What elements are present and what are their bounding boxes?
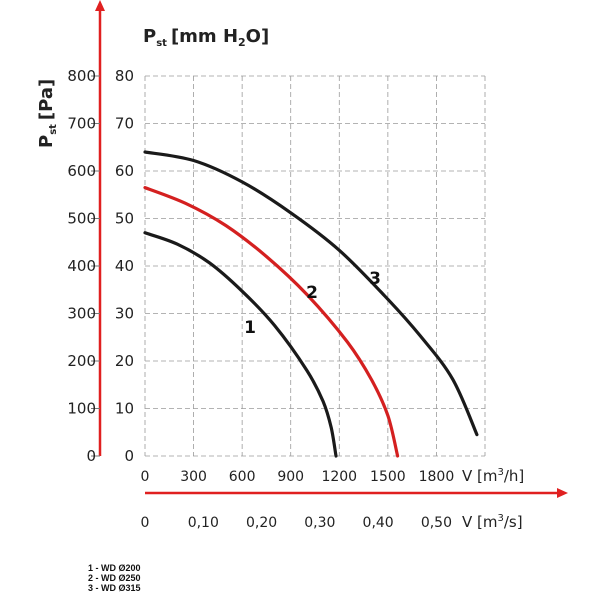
legend-item-1: 1 - WD Ø200 [88, 563, 141, 573]
curve-label-3: 3 [369, 269, 381, 289]
y-tick-label-pa: 800 [67, 67, 96, 85]
y-tick-label-pa: 700 [67, 115, 96, 133]
x-tick-label-m3h: 1500 [370, 469, 406, 485]
x-tick-label-m3h: 0 [141, 469, 150, 485]
curve-label-2: 2 [306, 283, 318, 303]
y-tick-label-mmh2o: 70 [115, 115, 134, 133]
x-ticks-m3s: 0 0,10 0,20 0,30 0,40 0,50 [141, 515, 452, 531]
x-axis-label-m3h: V [m3/h] [462, 467, 524, 485]
x-tick-label-m3s: 0 [141, 515, 150, 531]
series-group [143, 150, 479, 458]
y-tick-label-pa: 0 [86, 447, 96, 465]
grid [144, 75, 486, 457]
y-ticks-pa: 0 100 200 300 400 500 600 700 800 [67, 67, 100, 465]
y-tick-label-mmh2o: 0 [124, 447, 134, 465]
y-axis-label-mmh2o: Pst [mm H2O] [143, 26, 269, 49]
y-tick-label-pa: 600 [67, 162, 96, 180]
x-tick-label-m3s: 0,30 [304, 515, 335, 531]
series-line-3 [143, 150, 479, 437]
y-tick-label-pa: 100 [67, 400, 96, 418]
x-tick-label-m3h: 1200 [321, 469, 357, 485]
y-tick-label-pa: 200 [67, 352, 96, 370]
y-tick-label-mmh2o: 60 [115, 162, 134, 180]
x-axis-arrowhead [557, 488, 568, 498]
legend-item-3: 3 - WD Ø315 [88, 583, 141, 593]
x-tick-label-m3h: 300 [180, 469, 207, 485]
y-tick-label-mmh2o: 40 [115, 257, 134, 275]
y-tick-label-pa: 400 [67, 257, 96, 275]
curve-label-1: 1 [244, 318, 256, 338]
y-axis-label-pa: Pst[Pa] [36, 79, 59, 148]
x-tick-label-m3s: 0,40 [363, 515, 394, 531]
series-line-1 [143, 231, 338, 458]
curve-labels: 1 2 3 [244, 269, 381, 338]
y-tick-label-mmh2o: 30 [115, 305, 134, 323]
y-tick-label-pa: 300 [67, 305, 96, 323]
y-ticks-mmh2o: 0 10 20 30 40 50 60 70 80 [115, 67, 134, 465]
y-axis-arrowhead [95, 0, 105, 11]
x-tick-label-m3s: 0,10 [188, 515, 219, 531]
x-tick-label-m3h: 900 [277, 469, 304, 485]
y-tick-label-pa: 500 [67, 210, 96, 228]
x-tick-label-m3h: 1800 [419, 469, 455, 485]
y-tick-label-mmh2o: 10 [115, 400, 134, 418]
legend-item-2: 2 - WD Ø250 [88, 573, 141, 583]
series-line-2 [143, 186, 400, 458]
x-ticks-m3h: 0 300 600 900 1200 1500 1800 [141, 469, 455, 485]
x-tick-label-m3s: 0,20 [246, 515, 277, 531]
y-tick-label-mmh2o: 50 [115, 210, 134, 228]
x-tick-label-m3h: 600 [229, 469, 256, 485]
legend: 1 - WD Ø200 2 - WD Ø250 3 - WD Ø315 [88, 563, 141, 593]
x-tick-label-m3s: 0,50 [421, 515, 452, 531]
y-tick-label-mmh2o: 20 [115, 352, 134, 370]
x-axis-label-m3s: V [m3/s] [462, 513, 523, 531]
y-tick-label-mmh2o: 80 [115, 67, 134, 85]
